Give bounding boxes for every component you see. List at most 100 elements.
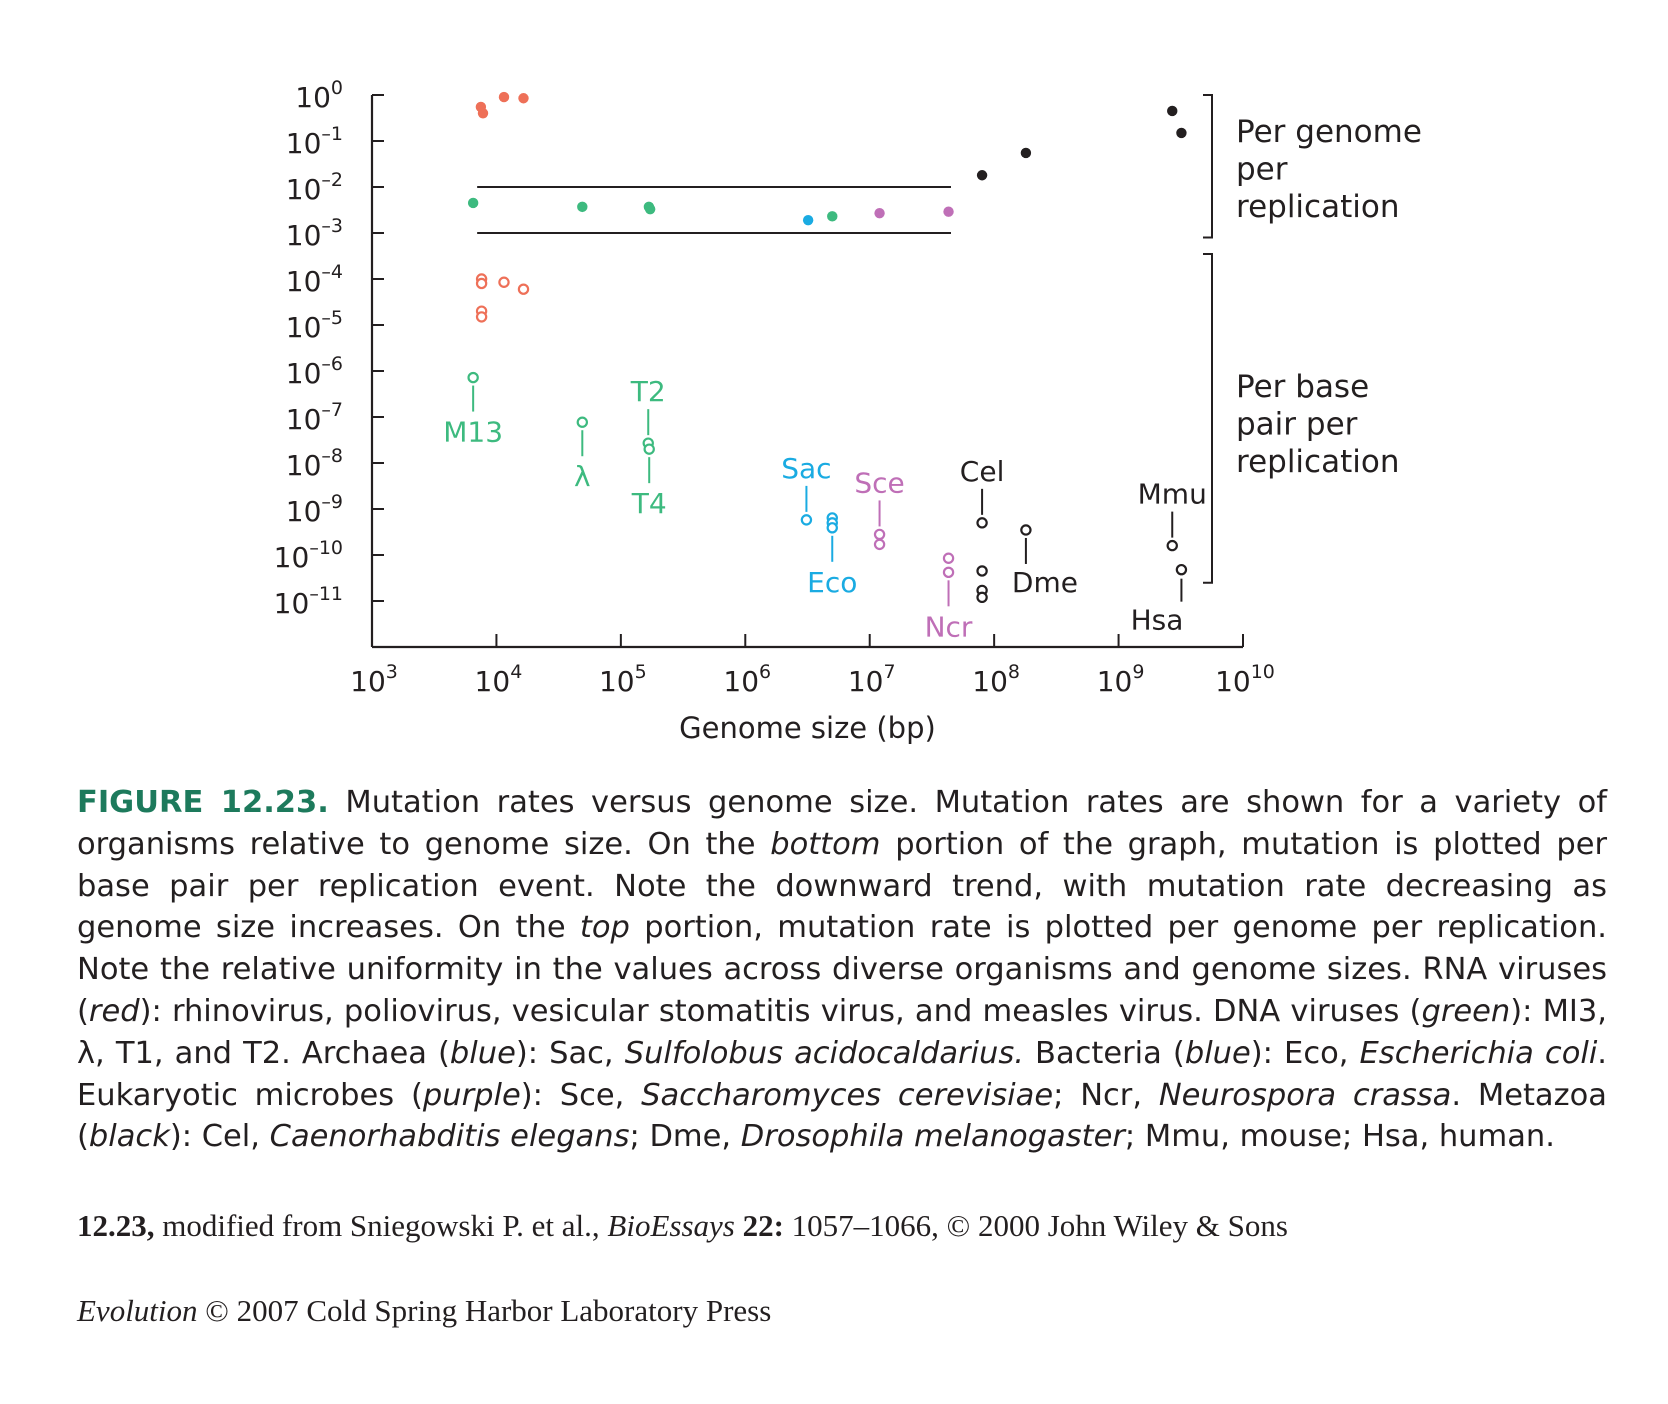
data-point-open <box>1166 539 1178 552</box>
data-point-open <box>826 522 838 534</box>
caption-text: ): Sce, <box>520 1077 642 1113</box>
y-tick-label: 10–6 <box>286 353 343 390</box>
data-point-open <box>873 538 886 551</box>
data-points <box>467 91 1188 604</box>
caption-italic: top <box>579 910 630 946</box>
x-axis-title: Genome size (bp) <box>679 711 936 745</box>
x-tick-label: 107 <box>848 661 896 698</box>
point-label: Cel <box>960 455 1005 488</box>
caption-text: ): Cel, <box>169 1119 270 1155</box>
figure-number: FIGURE 12.23. <box>77 785 329 820</box>
data-point-filled <box>577 201 588 213</box>
caption-text: ): MI3, λ, T1, and T2. Archaea ( <box>77 993 1607 1071</box>
caption-text: ; Ncr, <box>1053 1077 1159 1113</box>
mutation-rate-scatter-chart: 100 10–1 10–2 10–3 10–4 10–5 10–6 10–7 10–8 10–9 1… <box>274 77 1422 745</box>
caption-italic: Caenorhabditis elegans <box>269 1119 630 1155</box>
caption-italic: bottom <box>770 826 881 862</box>
point-label: Sce <box>854 466 904 499</box>
caption-italic: Saccharomyces cerevisiae <box>641 1077 1054 1113</box>
caption-italic: Sulfolobus acidocaldarius. <box>624 1035 1024 1071</box>
data-point-filled <box>498 91 510 103</box>
point-label: Eco <box>807 566 857 599</box>
data-point-open <box>976 517 988 529</box>
credit-volume: 22: <box>734 1208 784 1243</box>
caption-italic: Neurospora crassa <box>1158 1077 1452 1113</box>
data-point-filled <box>874 207 885 219</box>
point-label: T4 <box>631 487 667 520</box>
bracket-label: replication <box>1236 444 1399 480</box>
data-point-open <box>942 566 955 579</box>
bracket-label: per <box>1236 152 1288 188</box>
credit-text: modified from Sniegowski P. et al., <box>154 1208 608 1243</box>
caption-text: ; Dme, <box>629 1119 741 1155</box>
bracket-label: replication <box>1236 189 1399 225</box>
y-tick-label: 10–1 <box>286 123 343 160</box>
x-tick-label: 108 <box>972 661 1020 698</box>
point-label: λ <box>574 460 591 493</box>
data-point-filled <box>943 206 954 217</box>
y-tick-label: 10–10 <box>274 537 343 574</box>
publisher-text: © 2007 Cold Spring Harbor Laboratory Pre… <box>197 1293 772 1328</box>
data-point-filled <box>644 203 656 215</box>
data-point-open <box>800 514 813 526</box>
caption-text: ; Mmu, mouse; Hsa, human. <box>1124 1119 1555 1155</box>
data-point-open <box>873 528 886 541</box>
point-labels: M13 λ T2 T4 Sac Eco Sce Ncr Cel Dme Mmu Hsa <box>443 375 1207 643</box>
data-point-open <box>498 276 510 288</box>
data-point-open <box>976 591 988 604</box>
x-tick-label: 105 <box>599 661 647 698</box>
book-title: Evolution <box>77 1293 198 1328</box>
source-credit: 12.23, modified from Sniegowski P. et al… <box>77 1208 1637 1244</box>
point-label: Ncr <box>925 610 973 643</box>
x-tick-label: 104 <box>475 661 523 698</box>
data-point-open <box>1020 524 1032 536</box>
data-point-filled <box>467 197 479 209</box>
figure-caption: FIGURE 12.23. Mutation rates versus geno… <box>77 782 1607 1158</box>
point-label: Sac <box>781 452 831 485</box>
caption-italic: blue <box>1184 1035 1251 1071</box>
data-point-open <box>576 416 589 428</box>
y-tick-label: 10–4 <box>286 261 343 298</box>
data-point-filled <box>827 211 838 222</box>
data-point-open <box>1175 563 1188 576</box>
data-point-filled <box>1167 105 1178 117</box>
data-point-open <box>475 311 488 323</box>
caption-italic: black <box>88 1119 170 1155</box>
caption-text: portion of the graph, mutation is plotte… <box>77 826 1607 946</box>
caption-text: portion, mutation rate is plotted per ge… <box>77 910 1607 1029</box>
credit-journal: BioEssays <box>607 1208 735 1243</box>
point-label: M13 <box>443 416 503 449</box>
x-tick-label: 109 <box>1097 661 1145 698</box>
x-tick-label: 103 <box>350 661 398 698</box>
x-tick-label: 106 <box>723 661 771 698</box>
bracket-label: Per base <box>1236 369 1369 405</box>
chart-axes: 100 10–1 10–2 10–3 10–4 10–5 10–6 10–7 10–8 10–9 1… <box>274 77 1275 745</box>
caption-text: Bacteria ( <box>1023 1035 1185 1071</box>
data-point-filled <box>477 108 489 119</box>
caption-italic: green <box>1421 993 1511 1029</box>
data-point-filled <box>802 214 814 226</box>
data-point-filled <box>518 93 529 104</box>
data-point-filled <box>1176 127 1187 139</box>
caption-text: . Eukaryotic microbes ( <box>77 1035 1607 1113</box>
caption-text: ): Sac, <box>515 1035 625 1071</box>
data-point-open <box>475 277 488 290</box>
reference-lines <box>477 186 951 234</box>
y-tick-label: 100 <box>295 77 343 114</box>
bracket <box>1203 94 1213 239</box>
y-tick-label: 10–5 <box>286 307 343 344</box>
data-point-open <box>643 443 655 455</box>
publisher-line: Evolution © 2007 Cold Spring Harbor Labo… <box>77 1293 1637 1329</box>
credit-figure-ref: 12.23, <box>77 1208 155 1243</box>
data-point-filled <box>1020 147 1032 159</box>
x-tick-label: 1010 <box>1215 661 1275 698</box>
caption-italic: red <box>88 993 140 1029</box>
y-tick-label: 10–3 <box>286 215 343 252</box>
y-tick-label: 10–9 <box>286 491 343 528</box>
point-label: T2 <box>630 375 666 408</box>
point-label: Mmu <box>1138 478 1207 511</box>
bracket <box>1203 252 1213 584</box>
data-point-open <box>467 371 479 384</box>
bracket-label: pair per <box>1236 407 1358 443</box>
